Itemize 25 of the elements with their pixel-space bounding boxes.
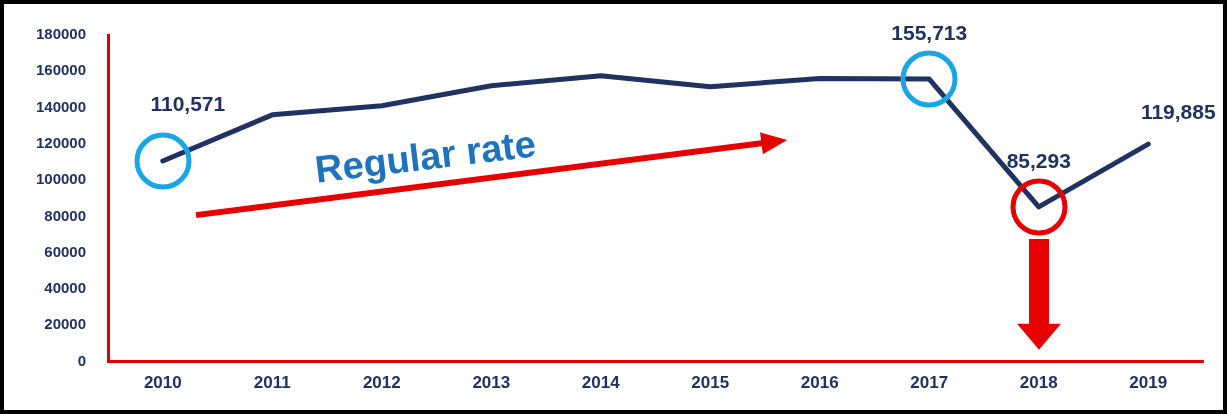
y-tick-label: 80000: [44, 206, 87, 224]
data-label: 110,571: [150, 92, 226, 116]
y-tick-label: 160000: [35, 61, 87, 79]
x-tick-label: 2012: [362, 373, 401, 393]
x-tick-label: 2011: [253, 373, 291, 393]
x-tick-label: 2017: [910, 373, 949, 393]
x-tick-label: 2010: [143, 373, 182, 393]
y-tick-label: 0: [77, 351, 87, 369]
y-tick-label: 100000: [35, 170, 87, 188]
y-tick-label: 180000: [35, 25, 87, 43]
x-tick-label: 2015: [691, 373, 730, 393]
x-tick-label: 2016: [800, 373, 839, 393]
data-label: 155,713: [891, 21, 968, 45]
data-label: 85,293: [1006, 149, 1071, 173]
x-tick-label: 2018: [1019, 373, 1058, 393]
y-tick-label: 120000: [35, 134, 87, 152]
y-tick-label: 20000: [44, 315, 87, 333]
x-tick-label: 2013: [472, 373, 511, 393]
annotation: Regular rate: [312, 122, 538, 191]
y-tick-label: 140000: [35, 97, 87, 115]
y-tick-label: 40000: [44, 279, 87, 297]
x-tick-label: 2014: [581, 373, 621, 393]
x-tick-label: 2019: [1129, 373, 1168, 393]
data-label: 119,885: [1140, 100, 1216, 124]
y-tick-label: 60000: [44, 242, 87, 260]
